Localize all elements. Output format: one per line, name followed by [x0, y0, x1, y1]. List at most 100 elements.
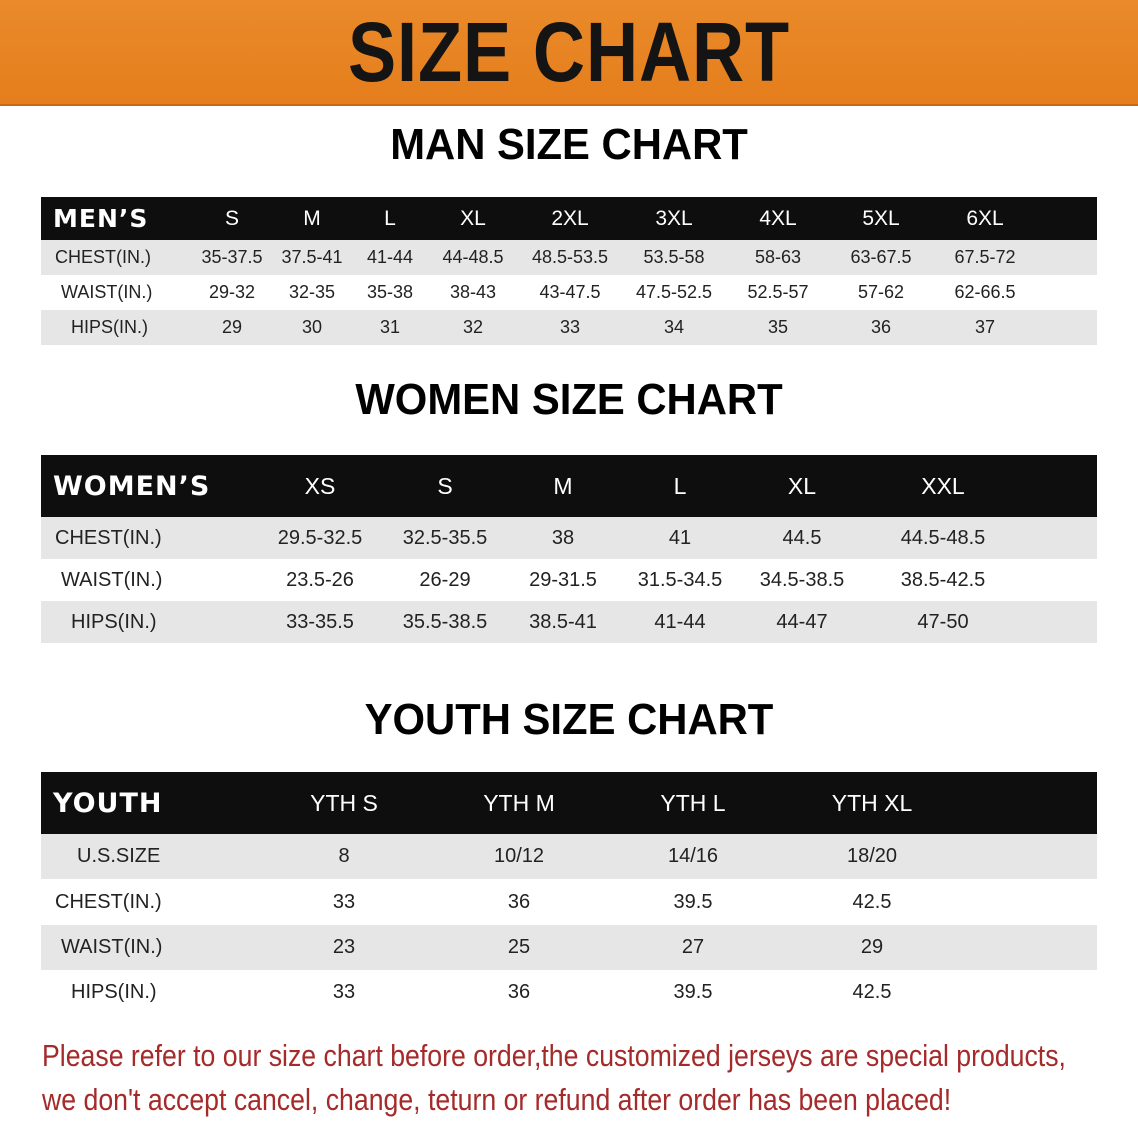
- measurement-label: HIPS(IN.): [71, 610, 157, 633]
- measurement-label: CHEST(IN.): [55, 890, 162, 913]
- table-row: U.S.SIZE 8 10/12 14/16 18/20: [41, 834, 1097, 879]
- size-value: 37.5-41: [281, 247, 343, 267]
- size-column-header: 6XL: [966, 206, 1004, 230]
- table-row: CHEST(IN.) 33 36 39.5 42.5: [41, 879, 1097, 925]
- table-row: WAIST(IN.) 29-32 32-35 35-38 38-43 43-47.5 47.…: [41, 275, 1097, 310]
- size-value: 37: [974, 317, 996, 337]
- size-value: 29: [860, 936, 884, 958]
- size-column-header: M: [553, 472, 573, 499]
- youth-size-table: YOUTH YTH S YTH M YTH L YTH XL U.S.SIZE 8 10/12…: [41, 772, 1097, 1015]
- size-value: 26-29: [419, 568, 471, 591]
- size-value: 34.5-38.5: [759, 568, 845, 591]
- table-header-label: MEN’S: [53, 204, 149, 233]
- size-value: 32.5-35.5: [402, 526, 488, 549]
- table-row: WAIST(IN.) 23.5-26 26-29 29-31.5 31.5-34.5 34…: [41, 559, 1097, 601]
- size-value: 62-66.5: [954, 282, 1016, 302]
- size-value: 39.5: [673, 890, 713, 913]
- size-column-header: S: [224, 206, 239, 230]
- size-value: 14/16: [667, 845, 719, 867]
- size-value: 63-67.5: [850, 247, 912, 267]
- size-value: 31.5-34.5: [637, 568, 723, 591]
- size-chart-banner: SIZE CHART: [0, 0, 1138, 106]
- table-row: CHEST(IN.) 29.5-32.5 32.5-35.5 38 41 44.5 44.5…: [41, 517, 1097, 559]
- size-value: 8: [338, 845, 350, 867]
- size-value: 52.5-57: [747, 282, 809, 302]
- measurement-label: HIPS(IN.): [71, 317, 149, 337]
- size-value: 25: [507, 936, 531, 958]
- size-column-header: YTH XL: [831, 789, 913, 816]
- size-column-header: YTH L: [660, 789, 726, 816]
- size-column-header: L: [673, 472, 687, 499]
- size-column-header: S: [437, 472, 453, 499]
- size-value: 35: [767, 317, 789, 337]
- size-value: 36: [870, 317, 892, 337]
- size-value: 32: [462, 317, 484, 337]
- size-value: 29-31.5: [529, 568, 597, 591]
- size-column-header: 2XL: [551, 206, 589, 230]
- size-value: 57-62: [857, 282, 905, 302]
- size-value: 53.5-58: [643, 247, 705, 267]
- size-value: 48.5-53.5: [531, 247, 609, 267]
- size-value: 29-32: [208, 282, 256, 302]
- men-section-title: MAN SIZE CHART: [390, 120, 748, 169]
- size-value: 34: [663, 317, 685, 337]
- table-row: HIPS(IN.) 33-35.5 35.5-38.5 38.5-41 41-44 44-…: [41, 601, 1097, 643]
- size-column-header: 4XL: [759, 206, 797, 230]
- size-value: 18/20: [846, 845, 898, 867]
- size-value: 10/12: [493, 845, 545, 867]
- women-section-title: WOMEN SIZE CHART: [355, 375, 783, 424]
- size-value: 23.5-26: [286, 568, 354, 591]
- measurement-label: WAIST(IN.): [61, 936, 163, 958]
- table-row: HIPS(IN.) 29 30 31 32 33 34 35 36 37: [41, 310, 1097, 345]
- measurement-label: CHEST(IN.): [55, 247, 151, 267]
- size-value: 33: [559, 317, 581, 337]
- size-value: 38: [551, 526, 575, 549]
- size-value: 27: [681, 936, 705, 958]
- youth-section-title: YOUTH SIZE CHART: [364, 695, 774, 744]
- size-value: 39.5: [673, 981, 713, 1003]
- size-column-header: XL: [460, 206, 486, 230]
- size-value: 42.5: [852, 890, 892, 913]
- size-value: 38.5-41: [529, 610, 597, 633]
- table-row: HIPS(IN.) 33 36 39.5 42.5: [41, 970, 1097, 1015]
- table-header-label: YOUTH: [53, 787, 163, 819]
- size-value: 30: [301, 317, 323, 337]
- size-value: 58-63: [754, 247, 802, 267]
- table-header-row: YOUTH YTH S YTH M YTH L YTH XL: [41, 772, 1097, 834]
- measurement-label: WAIST(IN.): [61, 568, 163, 591]
- size-column-header: XXL: [921, 472, 965, 499]
- size-column-header: 3XL: [655, 206, 693, 230]
- size-value: 67.5-72: [954, 247, 1016, 267]
- banner-title: SIZE CHART: [347, 5, 791, 99]
- size-value: 44.5-48.5: [900, 526, 986, 549]
- size-value: 29: [221, 317, 243, 337]
- measurement-label: CHEST(IN.): [55, 526, 162, 549]
- size-column-header: YTH S: [310, 789, 378, 816]
- size-value: 42.5: [852, 981, 892, 1003]
- size-value: 35.5-38.5: [402, 610, 488, 633]
- size-value: 41: [668, 526, 692, 549]
- size-value: 44-47: [776, 610, 828, 633]
- table-row: CHEST(IN.) 35-37.5 37.5-41 41-44 44-48.5 48.5…: [41, 240, 1097, 275]
- measurement-label: HIPS(IN.): [71, 981, 157, 1003]
- table-header-row: MEN’S S M L XL 2XL 3XL 4XL 5XL 6XL: [41, 197, 1097, 240]
- size-value: 44.5: [782, 526, 822, 549]
- size-value: 44-48.5: [442, 247, 504, 267]
- size-column-header: XL: [787, 472, 817, 499]
- measurement-label: U.S.SIZE: [77, 845, 161, 867]
- size-value: 33: [332, 890, 356, 913]
- size-value: 32-35: [288, 282, 336, 302]
- size-value: 29.5-32.5: [277, 526, 363, 549]
- table-header-label: WOMEN’S: [53, 470, 211, 502]
- size-value: 36: [507, 890, 531, 913]
- size-value: 23: [332, 936, 356, 958]
- size-column-header: 5XL: [862, 206, 900, 230]
- size-value: 31: [379, 317, 401, 337]
- size-value: 33: [332, 981, 356, 1003]
- size-value: 43-47.5: [539, 282, 601, 302]
- size-value: 47.5-52.5: [635, 282, 713, 302]
- size-value: 36: [507, 981, 531, 1003]
- size-value: 41-44: [366, 247, 414, 267]
- men-size-table: MEN’S S M L XL 2XL 3XL 4XL 5XL 6XL CHEST(IN.) 35-37…: [41, 197, 1097, 345]
- size-column-header: XS: [304, 472, 336, 499]
